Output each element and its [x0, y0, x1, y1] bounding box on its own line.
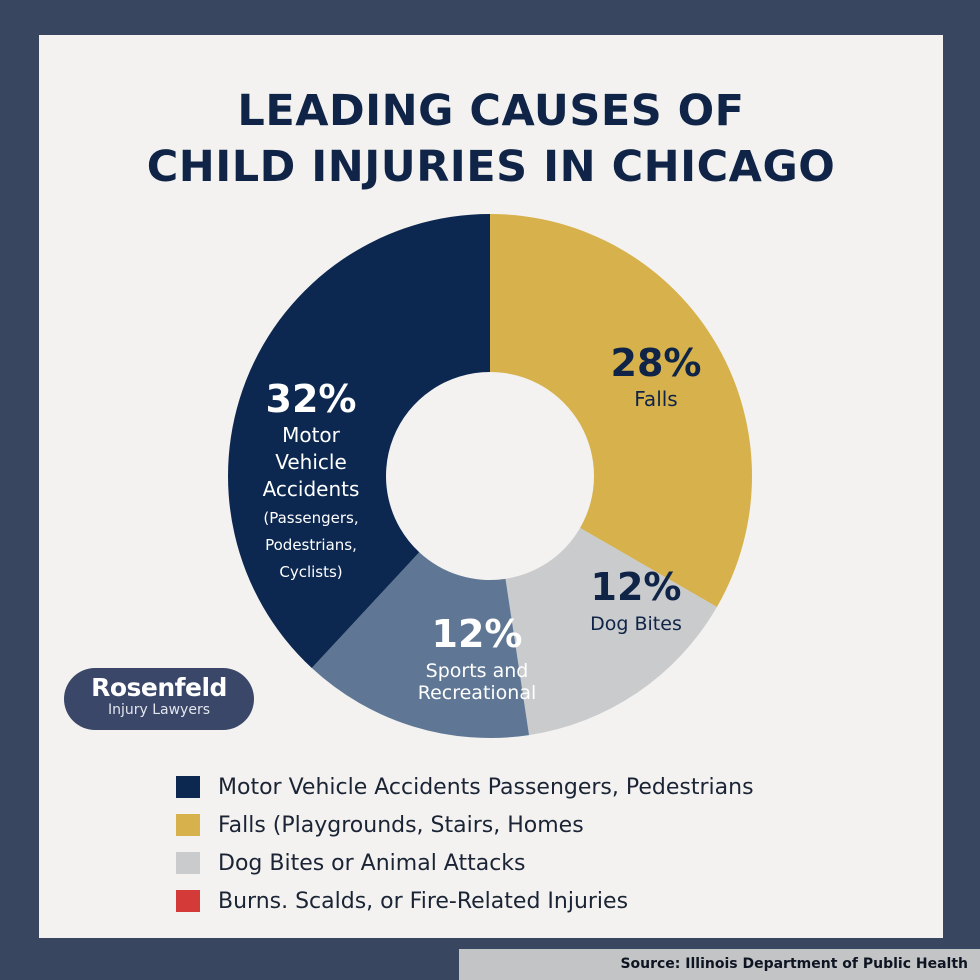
slice-label-motor-0: Motor	[282, 423, 341, 447]
slice-percent-sports-and: 12%	[432, 612, 523, 656]
legend-swatch	[176, 852, 200, 874]
slice-label-dog-bites-0: Dog Bites	[590, 613, 682, 635]
chart-title: LEADING CAUSES OF CHILD INJURIES IN CHIC…	[39, 83, 943, 195]
legend-item: Dog Bites or Animal Attacks	[176, 844, 754, 882]
slice-percent-falls: 28%	[611, 341, 702, 385]
slice-label-motor-5: Cyclists)	[279, 563, 342, 581]
chart-legend: Motor Vehicle Accidents Passengers, Pede…	[176, 768, 754, 920]
slice-label-sports-and-1: Recreational	[418, 682, 537, 704]
slice-label-motor-4: Podestrians,	[265, 536, 357, 554]
legend-item: Burns. Scalds, or Fire-Related Injuries	[176, 882, 754, 920]
slice-percent-motor: 32%	[266, 377, 357, 421]
legend-swatch	[176, 776, 200, 798]
rosenfeld-logo: Rosenfeld Injury Lawyers	[64, 668, 254, 730]
legend-label: Motor Vehicle Accidents Passengers, Pede…	[218, 774, 754, 800]
legend-swatch	[176, 890, 200, 912]
slice-label-motor-3: (Passengers,	[263, 509, 358, 527]
legend-label: Burns. Scalds, or Fire-Related Injuries	[218, 888, 629, 914]
logo-subtitle: Injury Lawyers	[107, 702, 211, 718]
donut-chart: 28%Falls 12% Dog Bites 12% Sports andRecreat…	[228, 214, 752, 738]
slice-falls	[490, 214, 752, 607]
slice-label-falls-0: Falls	[634, 387, 677, 411]
legend-label: Falls (Playgrounds, Stairs, Homes	[218, 812, 584, 838]
slice-label-sports-and-0: Sports and	[426, 660, 529, 682]
slice-percent-dog-bites: 12%	[591, 565, 682, 609]
title-line-2: CHILD INJURIES IN CHICAGO	[146, 142, 836, 192]
source-caption: Source: Illinois Department of Public He…	[459, 949, 980, 980]
legend-item: Falls (Playgrounds, Stairs, Homes	[176, 806, 754, 844]
slice-label-motor-2: Accidents	[263, 477, 360, 501]
slice-motor	[228, 214, 490, 669]
infographic-card: LEADING CAUSES OF CHILD INJURIES IN CHIC…	[39, 35, 943, 938]
logo-brand: Rosenfeld	[91, 673, 227, 702]
legend-item: Motor Vehicle Accidents Passengers, Pede…	[176, 768, 754, 806]
slice-dog-bites	[505, 528, 717, 736]
legend-label: Dog Bites or Animal Attacks	[218, 850, 526, 876]
slice-sports-and	[311, 552, 530, 738]
legend-swatch	[176, 814, 200, 836]
title-line-1: LEADING CAUSES OF	[237, 86, 745, 136]
slice-label-motor-1: Vehicle	[275, 450, 347, 474]
